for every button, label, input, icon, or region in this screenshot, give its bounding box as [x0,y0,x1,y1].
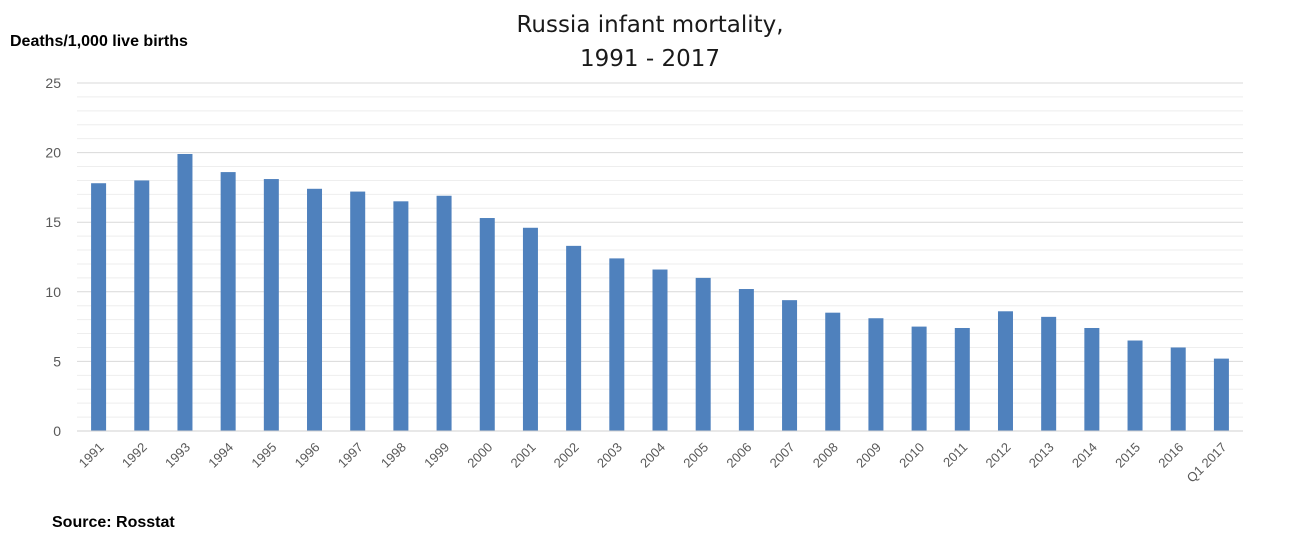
chart-subtitle: 1991 - 2017 [580,46,720,72]
bar [738,289,754,431]
y-tick-label: 20 [45,145,61,161]
x-tick-label: 1999 [421,440,452,471]
bar [307,188,323,431]
x-tick-label: 2016 [1155,440,1186,471]
x-tick-label: 1993 [162,440,193,471]
bar [479,218,495,431]
x-tick-label: 2002 [551,440,582,471]
y-tick-label: 10 [45,284,61,300]
x-tick-label: 2012 [983,440,1014,471]
bar [997,311,1013,431]
bar [954,327,970,431]
bar [436,195,452,431]
bar [652,269,668,431]
source-note: Source: Rosstat [52,514,175,531]
bar [350,191,366,431]
bar [1041,316,1057,431]
x-tick-label: 2006 [723,440,754,471]
x-tick-label: Q1 2017 [1184,440,1230,486]
bar [868,318,884,431]
bar [1084,327,1100,431]
x-tick-label: 2009 [853,440,884,471]
x-tick-label: 2013 [1026,440,1057,471]
x-tick-label: 1992 [119,440,150,471]
bar [263,179,279,431]
x-tick-label: 2003 [594,440,625,471]
bar [220,172,236,431]
x-tick-label: 1996 [292,440,323,471]
bar [695,277,711,431]
x-tick-label: 2005 [680,440,711,471]
bar [134,180,150,431]
bar [91,183,107,431]
x-tick-label: 2001 [508,440,539,471]
bar [825,312,841,431]
y-tick-label: 25 [45,75,61,91]
y-tick-label: 5 [53,353,61,369]
bar [1213,358,1229,431]
x-tick-label: 2014 [1069,440,1100,471]
bar [609,258,625,431]
x-tick-label: 1998 [378,440,409,471]
x-tick-label: 2007 [767,440,798,471]
x-tick-label: 2000 [464,440,495,471]
bar [1170,347,1186,431]
x-tick-label: 1994 [205,440,236,471]
x-tick-label: 2008 [810,440,841,471]
bar [911,326,927,431]
bar [1127,340,1143,431]
chart-title: Russia infant mortality, [516,12,784,38]
x-tick-label: 2010 [896,440,927,471]
x-tick-label: 1995 [248,440,279,471]
bar [566,245,582,431]
bar [393,201,409,431]
x-tick-label: 1991 [76,440,107,471]
bar [177,153,193,431]
y-axis-label: Deaths/1,000 live births [10,33,188,50]
y-tick-label: 0 [53,423,61,439]
bar [522,227,538,431]
x-tick-label: 2004 [637,440,668,471]
x-tick-label: 2011 [940,440,970,470]
x-tick-label: 2015 [1112,440,1143,471]
x-tick-label: 1997 [335,440,366,471]
bar [782,300,798,431]
y-tick-label: 15 [45,214,61,230]
